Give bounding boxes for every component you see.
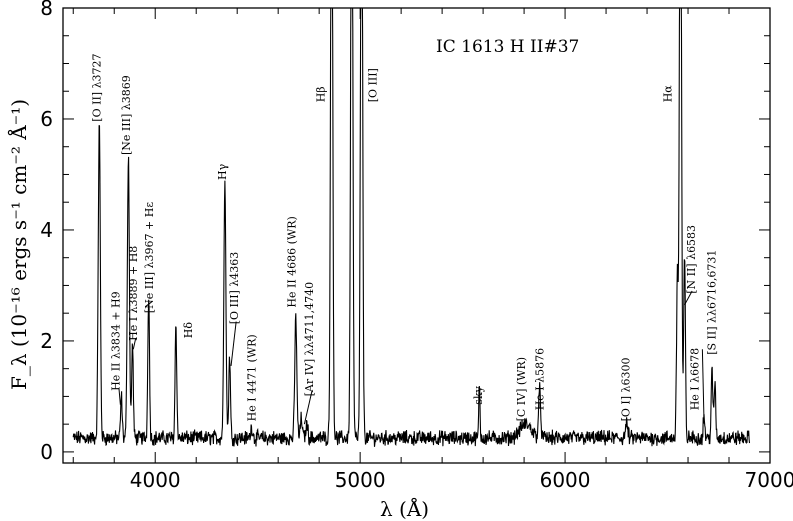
line-label: He I 4471 (WR) [246,334,259,421]
label-pointer [230,321,237,366]
line-label: [N II] λ6583 [685,225,698,294]
x-axis-label: λ (Å) [380,496,429,521]
line-label: [Ar IV] λλ4711,4740 [303,282,316,397]
y-tick-label: 4 [40,218,53,242]
plot-frame [62,7,771,464]
x-tick-label: 7000 [745,468,793,492]
line-label: sky [472,385,485,404]
line-label: He II 4686 (WR) [286,216,299,307]
line-label: He II λ3834 + H9 [110,291,123,391]
line-label: [C IV] (WR) [515,357,528,421]
y-tick-label: 0 [40,440,53,464]
y-tick-label: 2 [40,329,53,353]
x-tick-label: 4000 [130,468,181,492]
line-label: Hα [662,85,675,103]
line-label: Hγ [216,163,229,180]
line-label: [Ne III] λ3869 [120,75,133,155]
label-pointer [132,338,137,350]
y-tick-label: 8 [40,0,53,20]
line-label: Hδ [182,322,195,339]
x-tick-label: 5000 [335,468,386,492]
line-label: [O I] λ6300 [620,357,633,421]
label-pointer [303,390,313,425]
x-tick-label: 6000 [540,468,591,492]
line-label: He I λ6678 [688,348,701,410]
y-axis-label: F_λ (10⁻¹⁶ ergs s⁻¹ cm⁻² Å⁻¹) [6,99,31,390]
label-pointer [701,349,705,422]
line-label: He I λ3889 + H8 [127,246,140,341]
line-label: [Ne III] λ3967 + Hε [143,202,156,314]
line-label: [O III] [367,68,380,102]
label-pointer [684,290,693,306]
line-label: [S II] λλ6716,6731 [706,250,719,355]
chart-title: IC 1613 H II#37 [436,37,579,57]
spectrum-line [72,8,751,447]
label-pointer [118,388,121,405]
y-tick-label: 6 [40,107,53,131]
line-label: Hβ [315,86,328,102]
line-label: [O II] λ3727 [90,53,103,121]
line-label: [O III] λ4363 [228,252,241,325]
line-label: He I λ5876 [534,348,547,410]
